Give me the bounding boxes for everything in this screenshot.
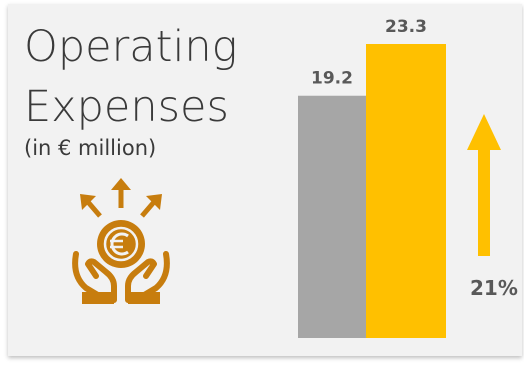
bar-value-label: 23.3	[385, 17, 427, 37]
title-line-2: Expenses	[24, 82, 229, 132]
bar-2	[366, 44, 446, 338]
subtitle: (in € million)	[24, 136, 157, 160]
title-line-1: Operating	[24, 22, 238, 72]
bar-1	[298, 95, 366, 338]
bar-value-label: 19.2	[311, 69, 353, 89]
growth-percentage: 21%	[470, 276, 518, 300]
bar-chart: 19.2 23.3	[298, 17, 501, 338]
chart-card: Operating Expenses (in € million)	[8, 4, 522, 356]
money-hands-icon	[66, 176, 176, 310]
up-arrow-icon	[467, 114, 501, 256]
